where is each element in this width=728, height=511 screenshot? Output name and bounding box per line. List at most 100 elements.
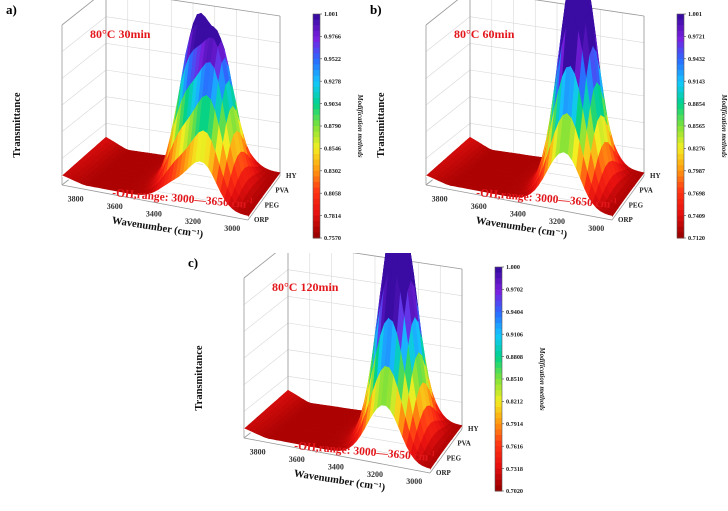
colorbar-segment <box>677 198 684 205</box>
colorbar-tick-label: 0.7409 <box>688 213 705 220</box>
x-tick-label: 3200 <box>185 217 201 226</box>
category-label: PVA <box>639 187 652 195</box>
category-label: HY <box>468 425 479 433</box>
colorbar-tick-label: 0.8854 <box>688 101 705 108</box>
colorbar-segment <box>677 221 684 228</box>
colorbar-segment <box>677 14 684 21</box>
colorbar-tick-label: 0.7020 <box>506 488 523 495</box>
y-axis-title: Transmittance <box>194 345 205 410</box>
colorbar-segment <box>313 159 320 166</box>
colorbar-segment <box>677 42 684 49</box>
colorbar-segment <box>313 36 320 43</box>
colorbar-segment <box>495 334 502 341</box>
colorbar-segment <box>677 25 684 32</box>
colorbar-segment <box>495 395 502 402</box>
colorbar-segment <box>313 226 320 233</box>
chart-panel-a: 3800 3600 3400 3200 3000 Wavenumber (cm⁻¹) Tra… <box>0 0 364 253</box>
colorbar-segment <box>677 142 684 149</box>
colorbar-segment <box>677 86 684 93</box>
colorbar-tick-label: 0.8058 <box>324 190 341 197</box>
category-label: ORP <box>618 216 634 224</box>
colorbar-segment <box>677 75 684 82</box>
colorbar-segment <box>677 98 684 105</box>
colorbar: 1.001 0.9766 0.9522 0.9278 0.9034 0.8790 0.854… <box>312 11 364 242</box>
colorbar-segment <box>495 457 502 464</box>
x-tick-label: 3600 <box>471 202 487 211</box>
colorbar-segment <box>677 193 684 200</box>
colorbar-tick-label: 0.9106 <box>506 331 523 338</box>
colorbar-segment <box>313 47 320 54</box>
colorbar-segment <box>313 210 320 217</box>
colorbar-segment <box>677 53 684 60</box>
colorbar-segment <box>313 165 320 172</box>
category-label: PEG <box>447 454 462 462</box>
colorbar-segment <box>495 390 502 397</box>
colorbar-tick-label: 1.001 <box>688 11 702 18</box>
grid-line <box>61 43 107 79</box>
colorbar-tick-label: 1.001 <box>324 11 338 18</box>
colorbar-segment <box>495 401 502 408</box>
colorbar-segment <box>313 120 320 127</box>
x-tick-label: 3800 <box>68 195 84 204</box>
chart-panel-b: 3800 3600 3400 3200 3000 Wavenumber (cm⁻¹) Tra… <box>364 0 728 253</box>
colorbar-segment <box>677 64 684 71</box>
colorbar-tick-label: 0.7698 <box>688 190 705 197</box>
colorbar-segment <box>313 170 320 177</box>
surface-plot <box>425 0 645 218</box>
colorbar-segment <box>677 210 684 217</box>
grid-line <box>425 43 471 79</box>
colorbar-segment <box>495 423 502 430</box>
colorbar-segment <box>677 81 684 88</box>
colorbar-segment <box>313 221 320 228</box>
colorbar-segment <box>677 47 684 54</box>
depth-axis: HY PVA PEG ORP <box>618 172 661 224</box>
frame-edge <box>243 242 289 279</box>
colorbar-tick-label: 0.8546 <box>324 146 341 153</box>
x-tick-label: 3600 <box>107 202 123 211</box>
category-label: ORP <box>436 469 452 477</box>
colorbar-segment <box>495 463 502 470</box>
colorbar-segment <box>677 215 684 222</box>
colorbar-segment <box>495 429 502 436</box>
colorbar-tick-label: 0.7120 <box>688 235 705 242</box>
colorbar-segment <box>313 25 320 32</box>
colorbar-segment <box>313 215 320 222</box>
colorbar-segment <box>495 306 502 313</box>
depth-axis: HY PVA PEG ORP <box>436 425 479 477</box>
colorbar-tick-label: 0.9404 <box>506 309 523 316</box>
colorbar-segment <box>313 204 320 211</box>
condition-label: 80°C 60min <box>454 27 515 41</box>
colorbar-segment <box>313 109 320 116</box>
colorbar-segment <box>495 384 502 391</box>
colorbar-segment <box>495 317 502 324</box>
colorbar-segment <box>677 187 684 194</box>
colorbar-tick-label: 0.9766 <box>324 34 341 41</box>
grid-line <box>243 296 289 332</box>
condition-label: 80°C 120min <box>272 280 339 294</box>
colorbar: 1.000 0.9702 0.9404 0.9106 0.8808 0.8510 0.821… <box>494 264 546 495</box>
frame-edge <box>425 184 613 221</box>
colorbar-segment <box>495 468 502 475</box>
colorbar-tick-label: 0.8276 <box>688 146 705 153</box>
colorbar-segment <box>495 485 502 492</box>
colorbar-segment <box>313 81 320 88</box>
colorbar-tick-label: 0.8510 <box>506 376 523 383</box>
grid-line <box>61 69 107 106</box>
colorbar-segment <box>495 323 502 330</box>
colorbar-segment <box>677 19 684 26</box>
colorbar-tick-label: 0.8212 <box>506 399 523 406</box>
frame-edge <box>61 0 95 26</box>
frame-edge <box>61 184 249 221</box>
colorbar-segment <box>677 176 684 183</box>
grid-line <box>61 0 94 26</box>
colorbar-segment <box>495 272 502 279</box>
grid-line <box>243 376 289 412</box>
x-tick-label: 3000 <box>588 224 604 233</box>
colorbar-segment <box>313 131 320 138</box>
colorbar-segment <box>495 362 502 369</box>
colorbar-segment <box>495 435 502 442</box>
colorbar-segment <box>495 407 502 414</box>
x-tick-label: 3400 <box>510 209 526 218</box>
colorbar-tick-label: 0.7914 <box>506 421 523 428</box>
